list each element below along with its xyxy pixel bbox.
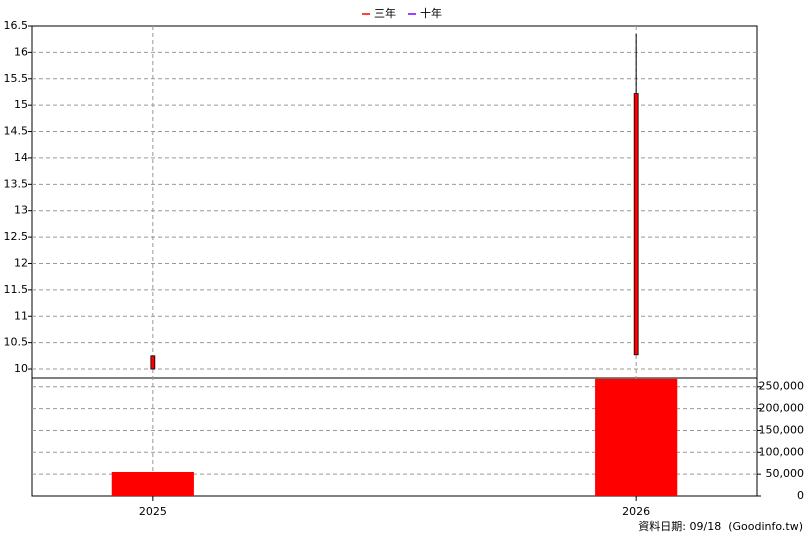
y-tick-label: 10.5 [4,336,29,349]
y2-tick-label: 100,000 [759,445,805,458]
legend-label: 十年 [420,6,442,20]
y-tick-label: 13 [14,204,28,217]
y2-tick-label: 200,000 [759,402,805,415]
y-tick-label: 14 [14,151,28,164]
candle-body [150,355,156,370]
y2-tick-label: 150,000 [759,423,805,436]
volume-bar [111,471,194,496]
y-tick-label: 11 [14,309,28,322]
y-tick-label: 16 [14,45,28,58]
volume-bar [595,378,678,496]
y-tick-label: 15 [14,98,28,111]
footnote: 資料日期: 09/18 (Goodinfo.tw) [638,519,803,533]
x-tick-label: 2025 [139,505,167,518]
y-tick-label: 11.5 [4,283,29,296]
y-tick-label: 10 [14,362,28,375]
y-tick-label: 12.5 [4,230,29,243]
y-tick-label: 14.5 [4,125,29,138]
legend-label: 三年 [374,6,396,20]
y2-tick-label: 50,000 [766,467,805,480]
y-tick-label: 16.5 [4,19,29,32]
y-tick-label: 12 [14,256,28,269]
y2-tick-label: 250,000 [759,380,805,393]
x-tick-label: 2026 [622,505,650,518]
candle-body [633,93,639,356]
y-tick-label: 15.5 [4,72,29,85]
y-tick-label: 13.5 [4,177,29,190]
plot-frame [31,25,758,497]
y2-tick-label: 0 [797,489,804,502]
